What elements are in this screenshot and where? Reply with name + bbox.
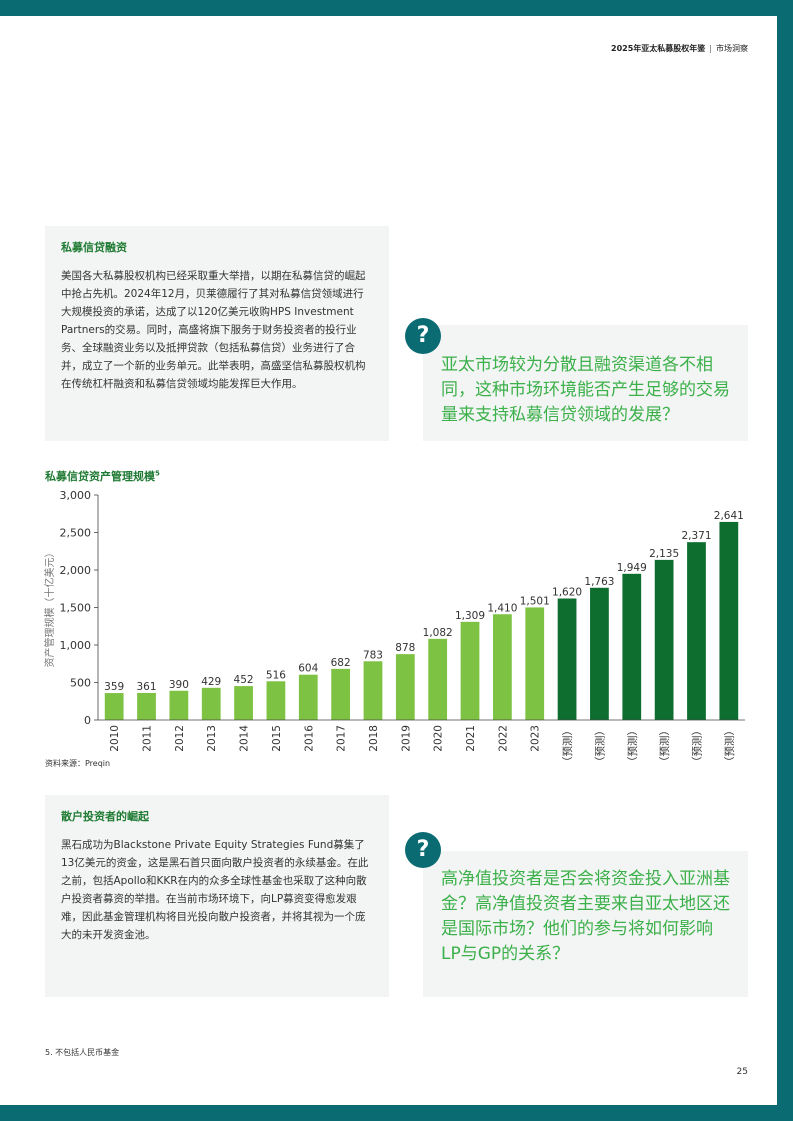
question-box-2: 高净值投资者是否会将资金投入亚洲基金？高净值投资者主要来自亚太地区还是国际市场？… bbox=[423, 851, 748, 997]
bar-value-label: 361 bbox=[137, 681, 157, 693]
x-tick-label: 2020 bbox=[433, 725, 445, 752]
question-mark-icon: ? bbox=[405, 832, 441, 868]
bar bbox=[525, 607, 545, 720]
x-tick-label: 2016 bbox=[303, 725, 315, 752]
bottom-border-bar bbox=[0, 1105, 793, 1121]
bar-value-label: 1,501 bbox=[520, 595, 550, 607]
chart-source: 资料来源：Preqin bbox=[45, 759, 111, 768]
bar-value-label: 2,641 bbox=[714, 510, 744, 522]
bars: 359 361 390 429 452 516 604 682 783 878 1,0821,309… bbox=[104, 510, 744, 720]
y-tick-label: 2,000 bbox=[60, 564, 92, 577]
bar-value-label: 452 bbox=[234, 674, 254, 686]
top-border-bar bbox=[0, 0, 793, 16]
chart-footnote-mark: 5 bbox=[155, 469, 160, 478]
bar bbox=[363, 661, 383, 720]
question-box-1: 亚太市场较为分散且融资渠道各不相同，这种市场环境能否产生足够的交易量来支持私募信… bbox=[423, 325, 748, 441]
x-tick-label: 2018 bbox=[368, 725, 380, 752]
right-border-bar bbox=[777, 0, 793, 1121]
bar bbox=[201, 687, 221, 720]
x-tick-label: 2013 bbox=[206, 725, 218, 752]
bar bbox=[687, 542, 706, 720]
bar bbox=[266, 681, 286, 720]
page-number: 25 bbox=[736, 1067, 748, 1077]
y-tick-label: 2,500 bbox=[60, 527, 92, 540]
bar-value-label: 783 bbox=[363, 649, 383, 661]
x-axis: 2010 2011 2012 2013 2014 2015 2016 2017 2018 2019… bbox=[98, 719, 745, 762]
bar bbox=[169, 690, 189, 720]
question-1-text: 亚太市场较为分散且融资渠道各不相同，这种市场环境能否产生足够的交易量来支持私募信… bbox=[441, 355, 730, 425]
x-tick-label: 2026（预测） bbox=[626, 725, 639, 762]
bar-value-label: 1,082 bbox=[423, 627, 453, 639]
bar-value-label: 390 bbox=[169, 679, 189, 691]
bar bbox=[104, 693, 124, 720]
private-credit-box: 私募信贷融资 美国各大私募股权机构已经采取重大举措，以期在私募信贷的崛起中抢占先… bbox=[45, 226, 389, 441]
bar bbox=[719, 521, 739, 720]
question-2-text: 高净值投资者是否会将资金投入亚洲基金？高净值投资者主要来自亚太地区还是国际市场？… bbox=[441, 869, 730, 964]
bar-value-label: 878 bbox=[395, 642, 415, 654]
bar-value-label: 604 bbox=[298, 663, 318, 675]
x-tick-label: 2027（预测） bbox=[658, 725, 671, 762]
bar bbox=[331, 668, 351, 720]
header-title: 2025年亚太私募股权年鉴 bbox=[611, 44, 706, 53]
retail-title: 散户投资者的崛起 bbox=[61, 810, 149, 823]
header-separator: | bbox=[709, 44, 712, 53]
bar-value-label: 1,763 bbox=[584, 576, 614, 588]
y-axis: 0 500 1,000 1,500 2,000 2,500 3,000 资产管理规模（十亿美元… bbox=[43, 489, 99, 727]
bar-value-label: 429 bbox=[201, 676, 221, 688]
x-tick-label: 2012 bbox=[174, 725, 186, 752]
bar bbox=[428, 638, 448, 720]
y-tick-label: 3,000 bbox=[60, 489, 92, 502]
footnote: 5. 不包括人民币基金 bbox=[45, 1048, 120, 1057]
x-tick-label: 2022 bbox=[497, 725, 509, 752]
x-tick-label: 2015 bbox=[271, 725, 283, 752]
header-section: 市场洞察 bbox=[716, 44, 748, 53]
bar bbox=[557, 598, 577, 720]
bar-value-label: 2,371 bbox=[681, 530, 711, 542]
x-tick-label: 2010 bbox=[109, 725, 121, 752]
bar bbox=[492, 614, 512, 720]
bar bbox=[460, 621, 480, 720]
bar-value-label: 516 bbox=[266, 669, 286, 681]
bar-value-label: 2,135 bbox=[649, 548, 679, 560]
aum-bar-chart: 0 500 1,000 1,500 2,000 2,500 3,000 资产管理规模（十亿美元… bbox=[43, 489, 745, 762]
chart-title-text: 私募信贷资产管理规模 bbox=[45, 470, 155, 483]
bar-value-label: 1,309 bbox=[455, 610, 485, 622]
retail-investors-box: 散户投资者的崛起 黑石成功为Blackstone Private Equity … bbox=[45, 795, 389, 997]
page-header: 2025年亚太私募股权年鉴 | 市场洞察 bbox=[611, 43, 748, 54]
bar-value-label: 359 bbox=[104, 681, 124, 693]
question-mark-icon: ? bbox=[405, 318, 441, 354]
bar bbox=[298, 674, 318, 720]
x-tick-label: 2029（预测） bbox=[723, 725, 736, 762]
x-tick-label: 2021 bbox=[465, 725, 477, 752]
bar-value-label: 1,620 bbox=[552, 587, 582, 599]
bar-value-label: 682 bbox=[331, 657, 351, 669]
x-tick-label: 2019 bbox=[400, 725, 412, 752]
x-tick-label: 2023 bbox=[530, 725, 542, 752]
y-tick-label: 1,000 bbox=[60, 639, 92, 652]
private-credit-body: 美国各大私募股权机构已经采取重大举措，以期在私募信贷的崛起中抢占先机。2024年… bbox=[61, 270, 366, 390]
y-tick-label: 500 bbox=[70, 677, 91, 690]
bar bbox=[654, 559, 674, 720]
bar-value-label: 1,410 bbox=[487, 602, 517, 614]
bar bbox=[590, 587, 609, 720]
bar bbox=[234, 686, 253, 720]
x-tick-label: 2011 bbox=[142, 725, 154, 752]
x-tick-label: 2025（预测） bbox=[593, 725, 606, 762]
private-credit-title: 私募信贷融资 bbox=[61, 241, 127, 254]
x-tick-label: 2028（预测） bbox=[690, 725, 703, 762]
x-tick-label: 2024（预测） bbox=[561, 725, 574, 762]
bar bbox=[395, 654, 415, 720]
chart-title: 私募信贷资产管理规模5 bbox=[45, 468, 160, 484]
y-tick-label: 0 bbox=[84, 714, 91, 727]
x-tick-label: 2014 bbox=[239, 725, 251, 752]
y-tick-label: 1,500 bbox=[60, 602, 92, 615]
retail-body: 黑石成功为Blackstone Private Equity Strategie… bbox=[61, 839, 369, 941]
bar-value-label: 1,949 bbox=[617, 562, 647, 574]
x-tick-label: 2017 bbox=[336, 725, 348, 752]
y-axis-label: 资产管理规模（十亿美元） bbox=[43, 548, 56, 668]
bar bbox=[622, 573, 642, 720]
bar bbox=[137, 692, 156, 720]
